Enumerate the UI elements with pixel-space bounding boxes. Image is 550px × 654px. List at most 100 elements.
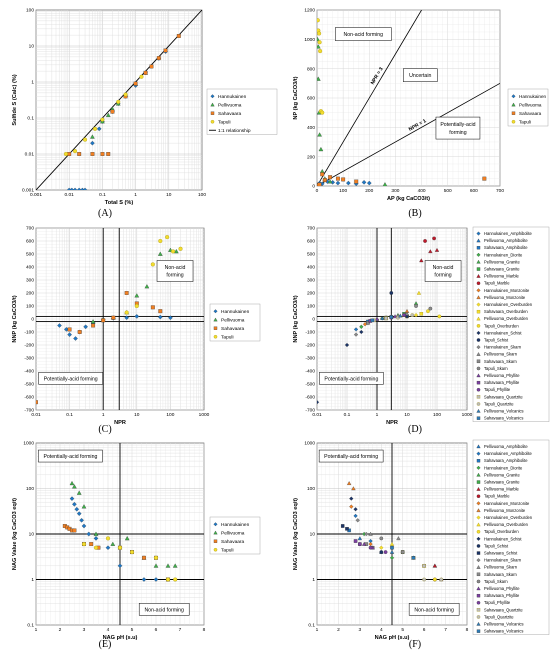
data-point-f xyxy=(368,545,373,550)
legend-label-f: Sahavaara_Schist xyxy=(484,551,518,556)
data-point-c xyxy=(134,293,140,298)
legend-label-f: Pellivuoma_Marble xyxy=(484,487,520,492)
data-point-e xyxy=(105,545,111,551)
legend-d: Hannukainen_Amphibolite Pellivuoma_Amphib… xyxy=(472,226,550,422)
data-point-f xyxy=(353,539,358,543)
data-point-e xyxy=(117,563,123,569)
data-point-f xyxy=(349,504,354,509)
series-f-3 xyxy=(362,531,395,560)
data-point-e xyxy=(72,484,77,489)
data-point-a xyxy=(100,117,105,122)
y-tick-label-d: 200 xyxy=(307,291,315,297)
data-point-d xyxy=(389,315,394,319)
legend-swatch-c xyxy=(213,309,218,314)
y-tick-label-c: -400 xyxy=(24,369,34,375)
legend-swatch-b xyxy=(511,119,516,124)
legend-label-d: Pellivuoma_Amphibolite xyxy=(484,238,528,243)
legend-swatch-d xyxy=(476,387,481,392)
legend-label-e: Tapuli xyxy=(221,547,234,553)
legend-swatch-d xyxy=(476,231,481,236)
data-point-e xyxy=(89,542,94,547)
series-f-13 xyxy=(349,496,358,512)
data-point-d xyxy=(404,311,410,316)
x-axis-label-a: Total S (%) xyxy=(105,200,134,206)
legend-box-f xyxy=(472,439,550,635)
legend-label-c: Sahavaara xyxy=(221,326,245,332)
data-point-c xyxy=(67,332,72,337)
legend-swatch-d xyxy=(476,359,481,364)
data-point-e xyxy=(74,506,80,512)
legend-swatch-b xyxy=(511,102,516,107)
data-point-f xyxy=(358,542,362,546)
legend-swatch-f xyxy=(476,465,481,470)
annotation-naf-e: Non-acid forming xyxy=(144,607,184,613)
legend-swatch-a xyxy=(210,102,215,107)
y-tick-label-b: 800 xyxy=(307,66,315,72)
legend-b: Hannukainen Pellivuoma Sahavaara Tapuli xyxy=(507,88,549,127)
legend-c: Hannukainen Pellivuoma Sahavaara Tapuli xyxy=(209,303,261,342)
legend-label-c: Tapuli xyxy=(221,334,234,340)
legend-label-f: Tapuli_Marble xyxy=(484,494,510,499)
legend-label-d: Tapuli_Phyllite xyxy=(484,387,511,392)
annotation-box-naf xyxy=(335,27,392,41)
data-layer-c xyxy=(36,228,204,410)
legend-label-d: Tapuli_Quartzite xyxy=(484,401,514,406)
legend-swatch-f xyxy=(476,558,481,563)
x-tick-label-b: 600 xyxy=(470,188,478,194)
x-tick-label-e: 1 xyxy=(35,627,38,633)
data-point-d xyxy=(432,236,436,241)
data-point-b xyxy=(318,146,324,152)
series-d-20 xyxy=(374,314,398,321)
legend-swatch-d xyxy=(476,380,481,385)
data-point-b xyxy=(317,18,320,23)
legend-swatch-c xyxy=(213,334,218,339)
data-point-c xyxy=(77,330,82,334)
legend-label-d: Sahavaara_Phyllite xyxy=(484,380,520,385)
data-point-a xyxy=(90,140,95,146)
y-tick-label-e: 1 xyxy=(31,577,34,583)
x-tick-label-b: 400 xyxy=(418,188,426,194)
y-tick-label-f: 100 xyxy=(307,486,315,492)
legend-swatch-f xyxy=(476,536,481,541)
legend-swatch-f xyxy=(476,608,481,612)
data-point-a xyxy=(116,99,121,104)
legend-swatch-d xyxy=(476,302,481,307)
data-point-c xyxy=(36,400,38,405)
data-point-e xyxy=(129,550,135,555)
x-tick-label-c: 0.01 xyxy=(31,412,41,418)
data-point-c xyxy=(144,284,150,289)
legend-label-f: Hannukainen_Diorite xyxy=(484,465,523,470)
legend-swatch-f xyxy=(476,451,481,456)
data-point-e xyxy=(69,480,75,486)
data-point-e xyxy=(81,523,87,529)
x-tick-label-d: 0.01 xyxy=(312,412,322,418)
data-point-b xyxy=(366,180,372,186)
x-tick-label-e: 5 xyxy=(131,627,134,633)
data-point-b xyxy=(335,176,340,181)
data-point-a xyxy=(72,187,78,190)
annotation-box-paf-f xyxy=(318,449,384,463)
data-point-d xyxy=(359,329,364,335)
legend-label-a: Sahavaara xyxy=(218,111,242,117)
x-tick-label-c: 100 xyxy=(166,412,174,418)
legend-swatch-f xyxy=(476,629,481,633)
data-point-b xyxy=(361,180,367,185)
data-layer-b xyxy=(317,10,500,186)
data-point-a xyxy=(90,134,95,139)
legend-swatch-f xyxy=(476,572,481,577)
data-point-f xyxy=(389,549,395,554)
data-point-f xyxy=(353,507,358,512)
y-tick-label-a: 0.001 xyxy=(22,188,34,194)
series-d-7 xyxy=(423,236,436,243)
legend-label-d: Pellivuoma_Overburden xyxy=(484,316,529,321)
legend-swatch-d xyxy=(476,345,481,350)
legend-swatch-d xyxy=(476,338,481,342)
legend-label-d: Pellivuoma_Marble xyxy=(484,274,520,279)
data-point-e xyxy=(165,563,171,568)
panel-letter-b: (B) xyxy=(408,208,422,219)
data-point-f xyxy=(379,536,384,541)
series-f-15 xyxy=(340,524,349,531)
x-tick-label-d: 1000 xyxy=(462,412,473,418)
legend-swatch-f xyxy=(476,615,481,619)
